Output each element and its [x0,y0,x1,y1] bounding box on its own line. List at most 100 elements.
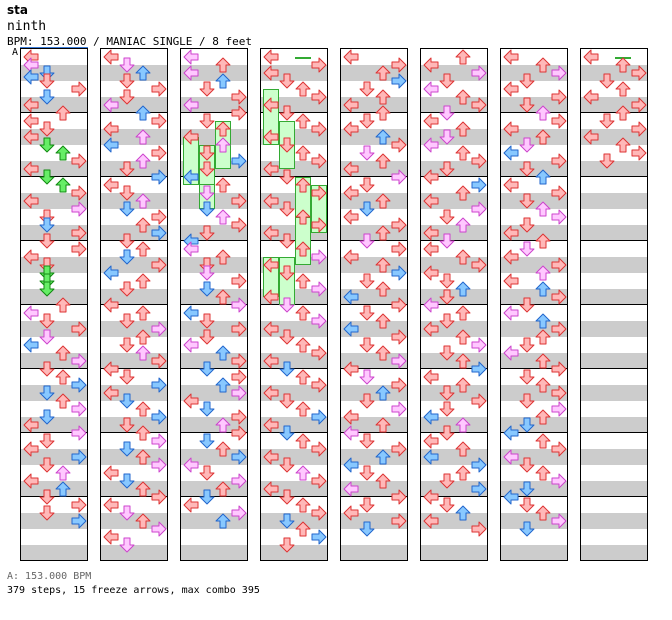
beat-stripe [181,481,247,497]
beat-stripe [501,65,567,81]
step-arrow-right [631,145,647,161]
step-arrow-up [295,145,311,161]
step-arrow-down [119,537,135,553]
step-arrow-up [55,345,71,361]
beat-stripe [21,481,87,497]
step-arrow-up [615,137,631,153]
step-arrow-up [295,369,311,385]
step-arrow-left [503,145,519,161]
measure-line [501,496,567,497]
beat-stripe [581,449,647,465]
beat-stripe [341,385,407,401]
step-arrow-left [23,441,39,457]
step-arrow-right [471,201,487,217]
step-arrow-right [311,121,327,137]
step-arrow-left [183,305,199,321]
step-arrow-down [119,417,135,433]
step-arrow-up [215,73,231,89]
step-arrow-down [39,505,55,521]
step-arrow-up [135,449,151,465]
step-arrow-right [391,57,407,73]
step-arrow-right [631,65,647,81]
beat-stripe [421,97,487,113]
step-arrow-down [119,89,135,105]
step-arrow-down [439,273,455,289]
step-arrow-down [519,217,535,233]
chart-column-1 [20,48,88,561]
step-arrow-left [103,97,119,113]
step-arrow-left [23,305,39,321]
step-arrow-up [535,57,551,73]
step-arrow-up [535,433,551,449]
step-arrow-right [231,105,247,121]
step-arrow-up [375,129,391,145]
step-arrow-down [199,465,215,481]
step-arrow-left [23,69,39,85]
step-arrow-right [151,409,167,425]
step-arrow-down [279,513,295,529]
step-arrow-left [343,321,359,337]
step-arrow-left [503,345,519,361]
step-arrow-down [39,489,55,505]
beat-stripe [501,353,567,369]
step-arrow-down [39,409,55,425]
step-arrow-down [39,233,55,249]
step-arrow-down [39,457,55,473]
step-arrow-down [519,193,535,209]
step-arrow-left [263,257,279,273]
step-arrow-right [151,113,167,129]
step-arrow-down [279,361,295,377]
measure-line [101,432,167,433]
step-arrow-right [231,425,247,441]
step-arrow-up [55,297,71,313]
step-arrow-down [519,297,535,313]
beat-stripe [501,449,567,465]
step-arrow-right [311,153,327,169]
measure-line [181,240,247,241]
step-arrow-down [359,145,375,161]
step-arrow-up [135,345,151,361]
beat-stripe [581,65,647,81]
step-arrow-down [199,225,215,241]
step-arrow-left [423,169,439,185]
step-arrow-up [55,465,71,481]
step-arrow-left [343,209,359,225]
step-arrow-left [103,385,119,401]
step-arrow-right [471,153,487,169]
step-arrow-down [439,473,455,489]
beat-stripe [261,321,327,337]
measure-line [581,496,647,497]
step-arrow-up [295,401,311,417]
chart-column-2 [100,48,168,561]
beat-stripe [581,257,647,273]
step-arrow-right [471,65,487,81]
step-arrow-left [583,49,599,65]
step-arrow-down [39,281,55,297]
beat-stripe [501,513,567,529]
step-arrow-left [583,89,599,105]
step-arrow-up [535,313,551,329]
step-arrow-up [455,185,471,201]
step-arrow-left [183,49,199,65]
step-arrow-right [231,153,247,169]
beat-stripe [421,225,487,241]
measure-line [341,176,407,177]
step-arrow-right [71,81,87,97]
step-arrow-right [151,321,167,337]
step-arrow-up [135,193,151,209]
step-arrow-down [359,273,375,289]
step-arrow-right [71,401,87,417]
step-arrow-up [295,465,311,481]
step-arrow-right [151,81,167,97]
step-arrow-right [231,89,247,105]
freeze-arrow [295,57,311,59]
beat-stripe [21,289,87,305]
step-arrow-down [279,393,295,409]
beat-stripe [341,225,407,241]
step-arrow-right [151,145,167,161]
step-arrow-left [183,457,199,473]
step-arrow-up [535,169,551,185]
beat-stripe [581,97,647,113]
step-arrow-right [391,513,407,529]
measure-line [501,176,567,177]
